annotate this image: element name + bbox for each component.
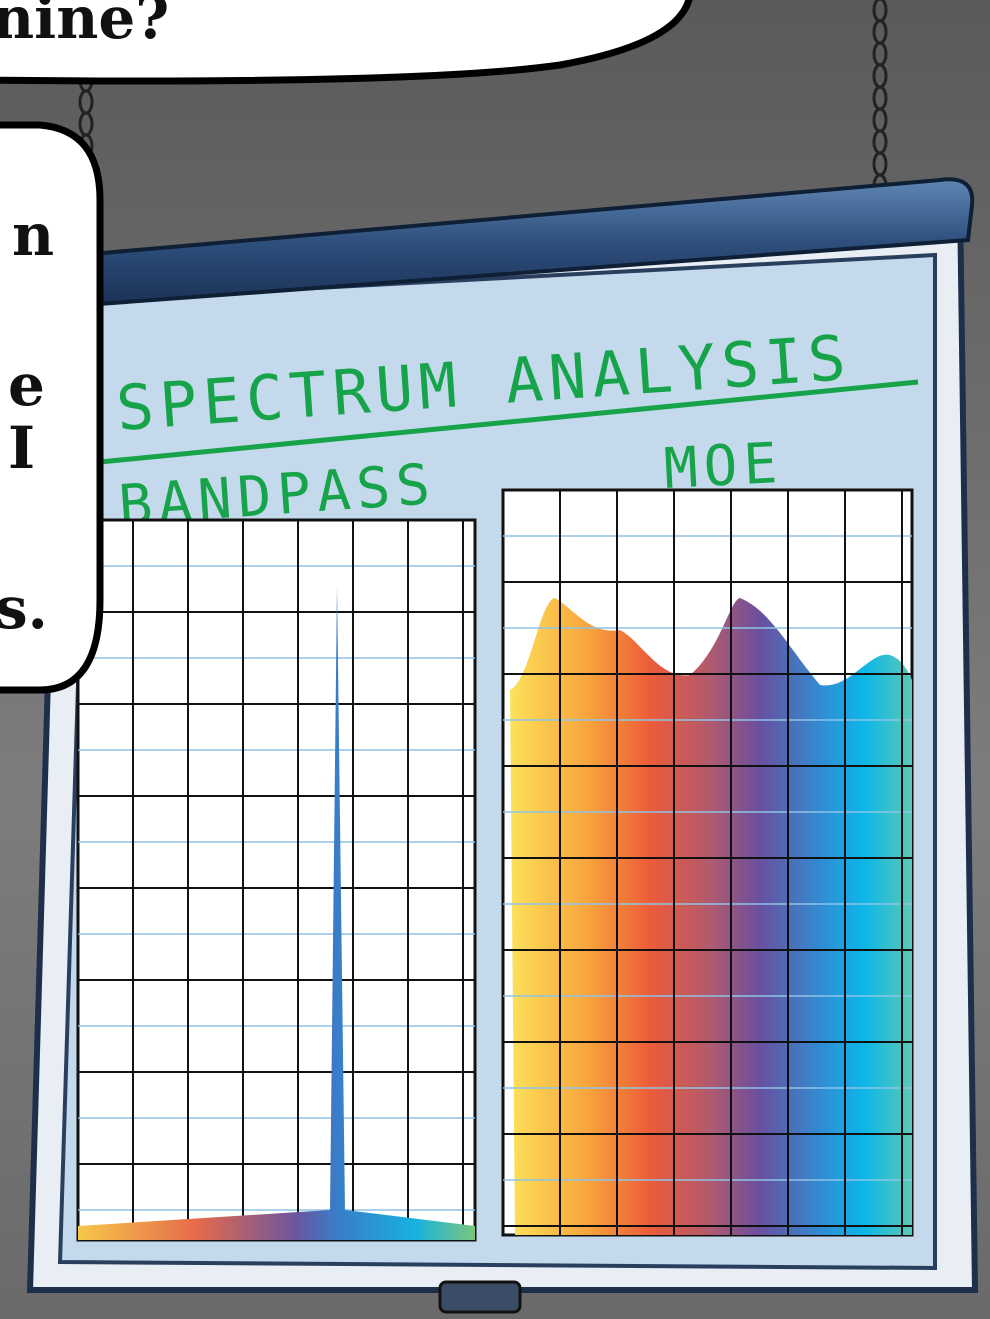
board-handle (440, 1282, 520, 1312)
bubble-text: s. (0, 574, 48, 642)
comic-panel: SPECTRUM ANALYSIS BANDPASS MOE nine? n e… (0, 0, 990, 1319)
bubble-text: nine? (0, 0, 169, 52)
spectrum-drawing (510, 598, 912, 1235)
bubble-text: n (12, 201, 54, 269)
chart-panel (78, 520, 475, 1240)
bubble-text: I (8, 414, 35, 482)
bubble-text: e (8, 351, 45, 419)
